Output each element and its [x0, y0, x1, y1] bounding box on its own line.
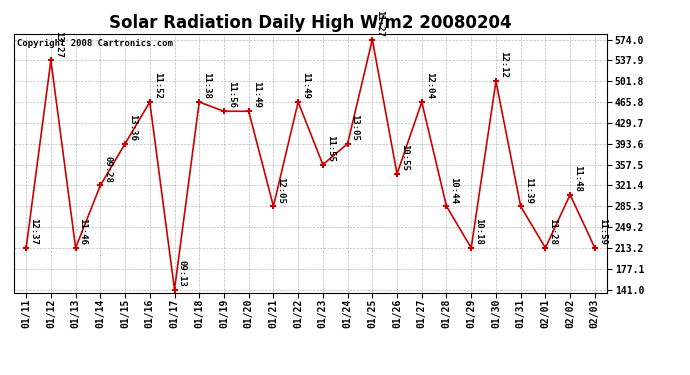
Text: 11:48: 11:48: [573, 165, 582, 192]
Text: 11:59: 11:59: [598, 218, 607, 245]
Text: 09:13: 09:13: [177, 260, 186, 287]
Title: Solar Radiation Daily High W/m2 20080204: Solar Radiation Daily High W/m2 20080204: [109, 14, 512, 32]
Text: 11:49: 11:49: [252, 81, 261, 108]
Text: Copyright 2008 Cartronics.com: Copyright 2008 Cartronics.com: [17, 39, 172, 48]
Text: 10:18: 10:18: [474, 218, 483, 245]
Text: 09:28: 09:28: [104, 156, 112, 183]
Text: 11:39: 11:39: [524, 177, 533, 203]
Text: 13:36: 13:36: [128, 114, 137, 141]
Text: 13:27: 13:27: [54, 31, 63, 57]
Text: 11:52: 11:52: [152, 72, 161, 99]
Text: 12:37: 12:37: [29, 218, 38, 245]
Text: 12:12: 12:12: [499, 51, 508, 78]
Text: 11:56: 11:56: [227, 81, 236, 108]
Text: 11:46: 11:46: [79, 218, 88, 245]
Text: 13:05: 13:05: [351, 114, 359, 141]
Text: 10:55: 10:55: [400, 144, 409, 171]
Text: 12:05: 12:05: [277, 177, 286, 203]
Text: 11:28: 11:28: [549, 218, 558, 245]
Text: 11:49: 11:49: [301, 72, 310, 99]
Text: 10:44: 10:44: [449, 177, 458, 203]
Text: 11:27: 11:27: [375, 10, 384, 37]
Text: 11:38: 11:38: [202, 72, 211, 99]
Text: 12:04: 12:04: [425, 72, 434, 99]
Text: 11:55: 11:55: [326, 135, 335, 162]
